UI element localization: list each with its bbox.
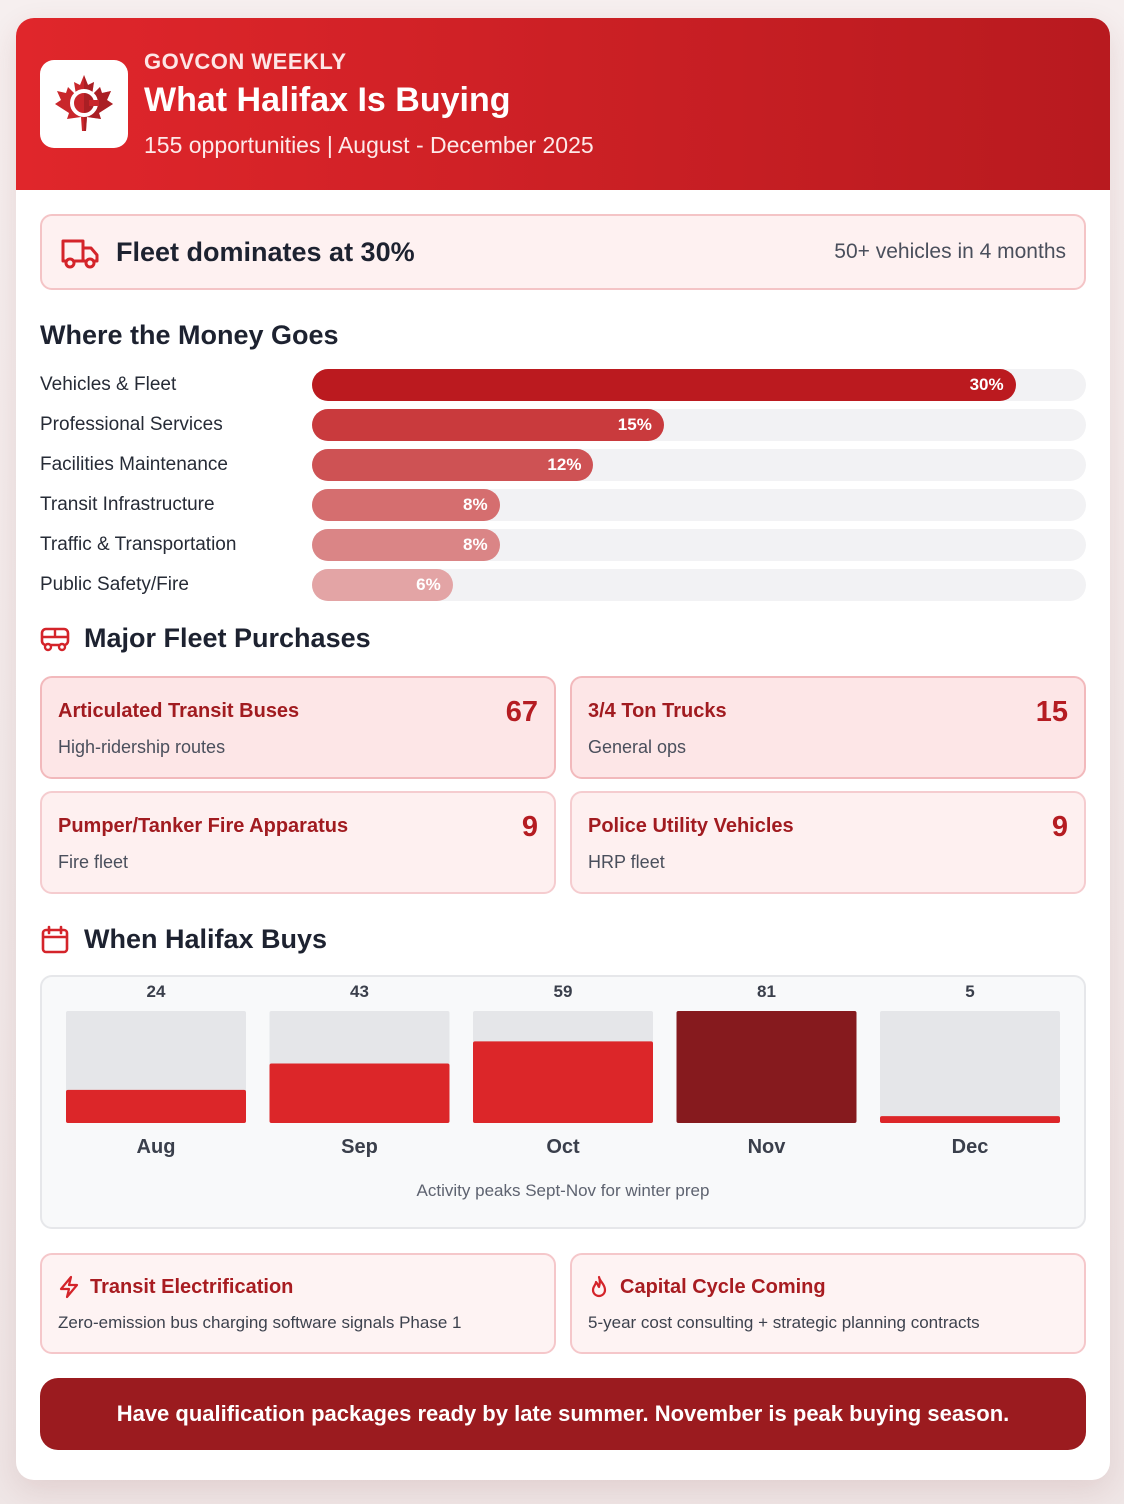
month-category-label: Sep — [341, 1136, 378, 1158]
insight-desc: 5-year cost consulting + strategic plann… — [588, 1313, 980, 1332]
month-bar — [473, 1041, 653, 1123]
month-bar — [66, 1089, 246, 1123]
fleet-card: Police Utility Vehicles HRP fleet 9 — [570, 791, 1086, 894]
spend-bar-label: Transit Infrastructure — [40, 494, 215, 515]
fleet-section-title: Major Fleet Purchases — [40, 623, 1086, 654]
money-title: Where the Money Goes — [40, 320, 339, 350]
spend-bar-label: Traffic & Transportation — [40, 534, 237, 555]
spend-bar-label: Professional Services — [40, 414, 223, 435]
monthly-chart-box: 24 Aug 43 Sep 59 Oct 81 Nov 5 Dec Activity peaks … — [40, 975, 1086, 1229]
insight-title: Capital Cycle Coming — [620, 1275, 826, 1298]
month-value-label: 5 — [965, 982, 974, 1001]
fleet-card-desc: High-ridership routes — [58, 737, 226, 757]
fleet-card-desc: General ops — [588, 737, 687, 757]
spend-bar: 12% — [312, 449, 594, 481]
money-section-title: Where the Money Goes — [40, 320, 1086, 351]
maple-leaf-logo-icon — [40, 60, 128, 148]
spend-bar: 6% — [312, 569, 453, 601]
month-category-label: Nov — [748, 1136, 787, 1158]
spend-bar-value: 12% — [547, 455, 582, 474]
spend-bar-track: 8% — [312, 489, 1086, 521]
spend-bar-row: Facilities Maintenance 12% — [40, 449, 1086, 481]
fleet-banner: Fleet dominates at 30% 50+ vehicles in 4… — [40, 214, 1086, 290]
banner-note: 50+ vehicles in 4 months — [834, 240, 1066, 263]
fleet-grid: Articulated Transit Buses High-ridership… — [40, 676, 1086, 894]
spend-bar-track: 8% — [312, 529, 1086, 561]
fleet-card-count: 15 — [1035, 696, 1068, 728]
timing-section-title: When Halifax Buys — [40, 924, 1086, 955]
page-subtitle: 155 opportunities | August - December 20… — [144, 132, 594, 158]
spend-bar-track: 30% — [312, 369, 1086, 401]
fleet-card-count: 67 — [505, 696, 538, 728]
truck-icon — [61, 239, 99, 269]
fleet-card-name: Pumper/Tanker Fire Apparatus — [58, 815, 349, 837]
spend-bar-label: Public Safety/Fire — [40, 574, 189, 595]
month-bar — [269, 1063, 450, 1123]
fleet-card-name: 3/4 Ton Trucks — [588, 700, 727, 722]
spend-bar: 8% — [312, 489, 500, 521]
month-bar — [676, 1011, 857, 1123]
month-bar-track — [880, 1011, 1060, 1123]
cta-banner: Have qualification packages ready by lat… — [40, 1378, 1086, 1450]
spend-bar-label: Vehicles & Fleet — [40, 374, 177, 395]
spend-bar-track: 12% — [312, 449, 1086, 481]
month-bar — [880, 1116, 1060, 1123]
insight-title: Transit Electrification — [90, 1275, 294, 1298]
banner-headline: Fleet dominates at 30% — [116, 236, 415, 267]
flame-icon — [591, 1275, 607, 1298]
spend-bar-value: 30% — [969, 375, 1004, 394]
fleet-card-name: Articulated Transit Buses — [58, 700, 300, 722]
lightning-icon — [59, 1275, 79, 1299]
bus-icon — [40, 627, 70, 651]
spend-bar: 15% — [312, 409, 664, 441]
spend-bar-value: 8% — [463, 495, 488, 514]
fleet-title: Major Fleet Purchases — [84, 623, 371, 653]
spend-bar-row: Professional Services 15% — [40, 409, 1086, 441]
month-category-label: Aug — [137, 1136, 176, 1158]
spend-bar-track: 6% — [312, 569, 1086, 601]
spend-bar-label: Facilities Maintenance — [40, 454, 228, 475]
spend-bar-value: 15% — [617, 415, 652, 434]
fleet-card: 3/4 Ton Trucks General ops 15 — [570, 676, 1086, 779]
spend-bar: 30% — [312, 369, 1016, 401]
month-category-label: Dec — [952, 1136, 989, 1158]
spend-bar-row: Public Safety/Fire 6% — [40, 569, 1086, 601]
fleet-card-name: Police Utility Vehicles — [588, 815, 794, 837]
month-value-label: 81 — [757, 982, 776, 1001]
month-value-label: 43 — [350, 982, 369, 1001]
timing-title: When Halifax Buys — [84, 924, 328, 954]
monthly-bar-chart: 24 Aug 43 Sep 59 Oct 81 Nov 5 Dec — [66, 982, 1060, 1158]
spend-bar-track: 15% — [312, 409, 1086, 441]
spend-bar-row: Transit Infrastructure 8% — [40, 489, 1086, 521]
fleet-card-count: 9 — [521, 811, 538, 843]
fleet-card: Articulated Transit Buses High-ridership… — [40, 676, 556, 779]
fleet-card: Pumper/Tanker Fire Apparatus Fire fleet … — [40, 791, 556, 894]
month-category-label: Oct — [546, 1136, 580, 1158]
month-value-label: 24 — [147, 982, 166, 1001]
fleet-card-desc: HRP fleet — [588, 852, 665, 872]
spend-bar-row: Vehicles & Fleet 30% — [40, 369, 1086, 401]
month-value-label: 59 — [554, 982, 573, 1001]
spend-bar-row: Traffic & Transportation 8% — [40, 529, 1086, 561]
cta-text: Have qualification packages ready by lat… — [116, 1401, 1010, 1426]
monthly-caption: Activity peaks Sept-Nov for winter prep — [416, 1181, 710, 1200]
fleet-card-count: 9 — [1051, 811, 1068, 843]
spend-bar: 8% — [312, 529, 500, 561]
insights: Transit Electrification Zero-emission bu… — [40, 1253, 1086, 1354]
spend-bar-chart: Vehicles & Fleet 30% Professional Services… — [40, 369, 1086, 601]
insight-desc: Zero-emission bus charging software sign… — [58, 1313, 462, 1332]
spend-bar-value: 8% — [463, 535, 488, 554]
calendar-icon — [41, 925, 69, 953]
insight-card: Capital Cycle Coming 5-year cost consult… — [570, 1253, 1086, 1354]
spend-bar-value: 6% — [416, 575, 441, 594]
insight-card: Transit Electrification Zero-emission bu… — [40, 1253, 556, 1354]
fleet-card-desc: Fire fleet — [58, 852, 129, 872]
header: GOVCON WEEKLY What Halifax Is Buying 155… — [16, 18, 1110, 190]
header-kicker: GOVCON WEEKLY — [144, 49, 347, 74]
page-title: What Halifax Is Buying — [144, 81, 511, 119]
infographic-card: GOVCON WEEKLY What Halifax Is Buying 155… — [16, 18, 1110, 1480]
